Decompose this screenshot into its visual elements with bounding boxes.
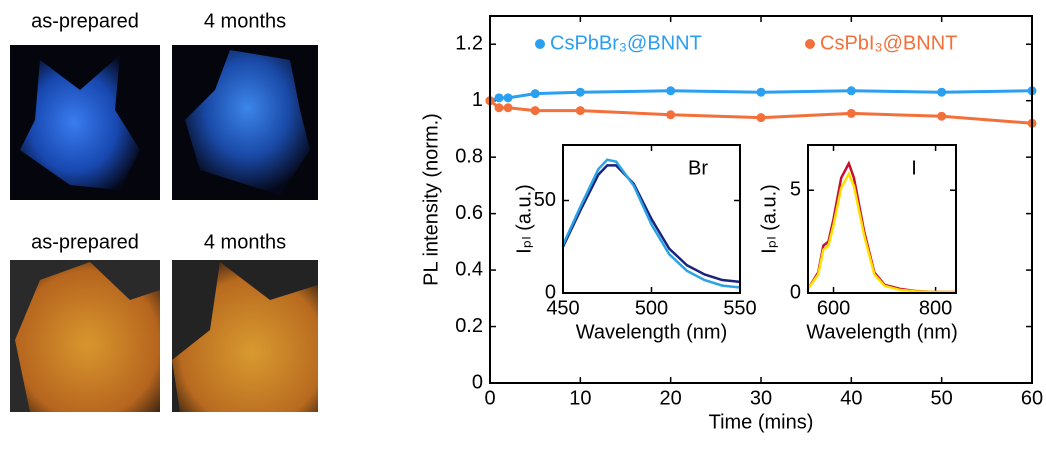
x-tick-label: 500: [635, 297, 668, 319]
point: [846, 86, 856, 96]
y-axis-label: Iₚₗ (a.u.): [513, 184, 535, 254]
y-axis-label: PL intensity (norm.): [420, 113, 442, 286]
point: [494, 103, 504, 113]
y-tick-label: 0.6: [455, 202, 483, 224]
y-tick-label: 0: [790, 281, 801, 303]
photo-label: as-prepared: [31, 231, 139, 253]
point: [666, 110, 676, 120]
point: [503, 103, 513, 113]
legend-label: CsPbI₃@BNNT: [820, 32, 957, 54]
x-tick-label: 30: [750, 387, 772, 409]
series-line: [489, 89, 1033, 103]
inset-chart: 600 800 0 5 Wavelength (nm) Iₚₗ (a.u.) I: [758, 144, 958, 343]
y-tick-label: 1: [472, 89, 483, 111]
y-tick-label: 5: [790, 179, 801, 201]
y-tick-label: 1.2: [455, 33, 483, 55]
photo-sample: [172, 262, 318, 412]
point: [530, 106, 540, 116]
y-tick-label: 0: [545, 281, 556, 303]
point: [575, 87, 585, 97]
series-line: [806, 170, 956, 294]
x-tick-label: 550: [723, 297, 756, 319]
x-tick-label: 40: [840, 387, 862, 409]
point: [756, 113, 766, 123]
point: [503, 93, 513, 103]
x-axis-label: Wavelength (nm): [806, 321, 958, 343]
x-axis-label: Wavelength (nm): [576, 321, 728, 343]
point: [666, 86, 676, 96]
x-tick-label: 0: [484, 387, 495, 409]
photo-sample: [185, 50, 310, 195]
series-line: [489, 99, 1033, 125]
point: [937, 87, 947, 97]
annotation: Br: [688, 157, 708, 179]
photo-label: 4 months: [204, 10, 286, 32]
y-axis-label: Iₚₗ (a.u.): [758, 184, 780, 254]
series-line: [561, 158, 741, 289]
series-line: [561, 164, 741, 284]
axes-frame: [807, 144, 957, 294]
axes-frame: [562, 144, 741, 294]
y-tick-label: 0.8: [455, 145, 483, 167]
y-tick-label: 0.4: [455, 258, 483, 280]
plot-area: [808, 145, 956, 293]
y-tick-label: 50: [534, 189, 556, 211]
photo-label: as-prepared: [31, 10, 139, 32]
x-tick-label: 50: [931, 387, 953, 409]
x-tick-label: 20: [660, 387, 682, 409]
x-tick-label: 450: [546, 297, 579, 319]
point: [530, 89, 540, 99]
x-tick-label: 800: [919, 297, 952, 319]
photo-sample: [15, 262, 160, 412]
photo-sample: [20, 55, 140, 190]
y-tick-label: 0: [472, 371, 483, 393]
point: [846, 108, 856, 118]
legend-label: CsPbBr₃@BNNT: [550, 32, 702, 54]
point: [937, 111, 947, 121]
point: [575, 106, 585, 116]
point: [494, 93, 504, 103]
inset-chart: 450 500 550 0 50 Wavelength (nm) Iₚₗ (a.u.) Br: [513, 144, 757, 343]
photos: as-prepared 4 months as-prepared 4 month…: [10, 10, 318, 412]
axes-frame: [489, 15, 1033, 384]
x-tick-label: 10: [569, 387, 591, 409]
legend-marker: [805, 39, 815, 49]
x-axis-label: Time (mins): [709, 411, 814, 433]
x-tick-label: 600: [817, 297, 850, 319]
photo-label: 4 months: [204, 231, 286, 253]
point: [756, 87, 766, 97]
y-tick-label: 0.2: [455, 315, 483, 337]
legend-marker: [535, 39, 545, 49]
x-tick-label: 60: [1021, 387, 1043, 409]
annotation: I: [911, 157, 917, 179]
